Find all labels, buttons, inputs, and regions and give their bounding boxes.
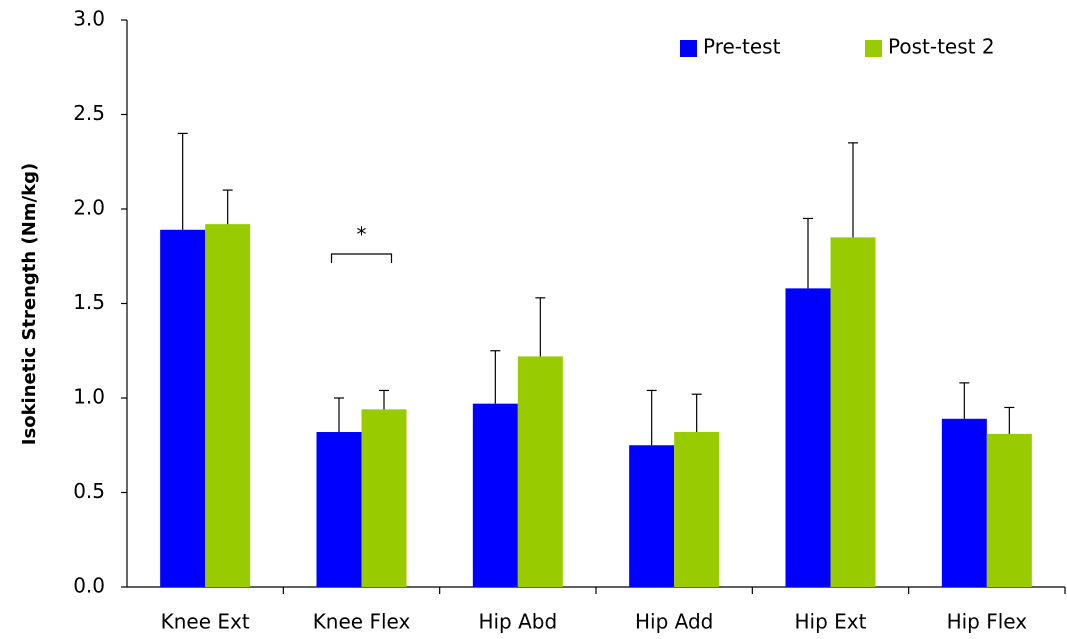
error-bar	[848, 142, 858, 238]
error-bar	[691, 393, 702, 433]
error-bar	[959, 382, 970, 419]
bar	[361, 409, 407, 587]
y-tick-label: 0.0	[73, 574, 105, 598]
legend-label: Post-test 2	[888, 35, 995, 59]
x-tick-label: Hip Ext	[795, 610, 867, 634]
x-tick-label: Hip Flex	[947, 610, 1028, 634]
error-bar	[490, 350, 501, 404]
error-bar	[535, 297, 546, 357]
significance-bracket	[330, 253, 393, 263]
y-tick-label: 1.5	[73, 290, 105, 314]
x-tick-label: Knee Ext	[161, 610, 250, 634]
bar	[629, 445, 675, 587]
y-tick-label: 2.5	[73, 101, 105, 125]
bar	[472, 403, 518, 587]
legend-swatch	[865, 40, 882, 57]
x-tick-label: Knee Flex	[313, 610, 411, 634]
error-bar	[222, 189, 233, 225]
error-bar	[177, 132, 188, 230]
y-tick-label: 2.0	[73, 196, 105, 220]
legend-swatch	[680, 40, 697, 57]
y-axis-label: Isokinetic Strength (Nm/kg)	[19, 163, 40, 445]
error-bar	[646, 389, 657, 446]
bar	[517, 356, 563, 587]
bar	[674, 432, 720, 587]
y-tick-label: 1.0	[73, 385, 105, 409]
error-bar	[1004, 406, 1015, 434]
error-bar	[379, 389, 389, 410]
error-bar	[803, 217, 813, 289]
bar	[830, 237, 876, 587]
bar	[205, 224, 251, 587]
bar	[316, 432, 362, 587]
annotation: *	[357, 223, 367, 247]
bar	[160, 229, 206, 588]
error-bar	[334, 397, 344, 433]
legend-label: Pre-test	[703, 35, 781, 59]
y-tick-label: 3.0	[73, 7, 105, 31]
bar	[941, 418, 987, 587]
bar	[785, 288, 831, 587]
x-tick-label: Hip Abd	[478, 610, 557, 634]
y-tick-label: 0.5	[73, 479, 105, 503]
x-tick-label: Hip Add	[635, 610, 713, 634]
bar	[986, 433, 1032, 587]
